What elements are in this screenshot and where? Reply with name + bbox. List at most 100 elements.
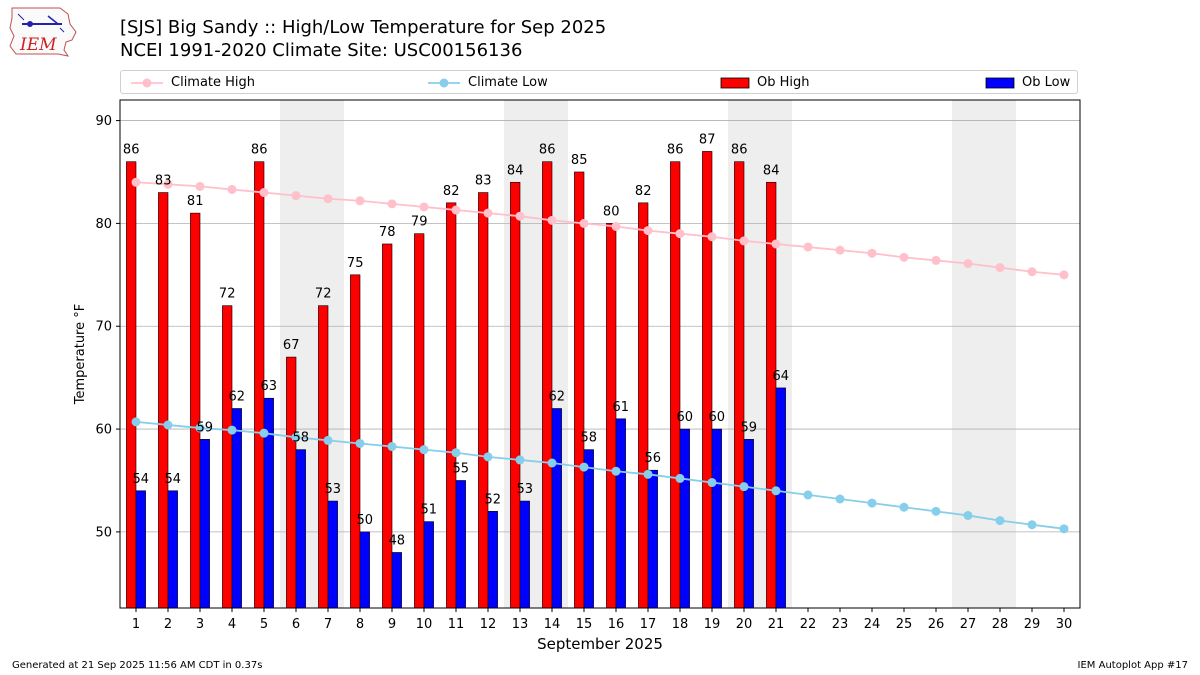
climate-low-point-13: [515, 455, 525, 465]
ob-high-label-18: 86: [667, 143, 684, 158]
ob-high-label-11: 82: [443, 184, 460, 199]
bar-value-labels: 86 83 81 72 86 67 72 75 78 79 82 83 84 86 85 80 82 86 87 86…: [123, 132, 789, 548]
ob-high-label-5: 86: [251, 143, 268, 158]
climate-high-point-17: [643, 226, 653, 236]
climate-low-point-9: [387, 442, 397, 452]
ob-low-bar-18: [679, 428, 690, 609]
climate-low-point-27: [963, 510, 973, 520]
climate-high-line: [135, 181, 1065, 276]
ob-high-label-16: 80: [603, 204, 620, 219]
weekend-shade-27: [952, 100, 984, 608]
ob-high-bar-1: [126, 161, 137, 609]
legend-climate-high-label: Climate High: [171, 75, 256, 90]
legend-ob-high-label: Ob High: [757, 75, 810, 90]
ob-low-label-11: 55: [453, 461, 470, 476]
ob-high-bar-3: [190, 212, 201, 609]
ob-low-label-18: 60: [677, 410, 694, 425]
ob-low-label-14: 62: [549, 390, 566, 405]
ob-high-bar-4: [222, 305, 233, 609]
climate-low-point-15: [579, 462, 589, 472]
climate-high-point-23: [835, 245, 845, 255]
ob-low-label-20: 59: [741, 420, 758, 435]
ob-low-bar-17: [647, 469, 658, 609]
x-tick-label-11: 11: [448, 617, 465, 632]
ob-low-bar-6: [295, 449, 306, 609]
ob-high-label-3: 81: [187, 194, 204, 209]
climate-high-point-5: [259, 188, 269, 198]
ob-high-bar-9: [382, 243, 393, 609]
climate-low-point-16: [611, 466, 621, 476]
plot-frame: [119, 99, 1081, 609]
climate-high-point-1: [131, 177, 141, 187]
ob-low-bar-16: [615, 418, 626, 609]
x-tick-label-28: 28: [992, 617, 1009, 632]
climate-low-point-8: [355, 438, 365, 448]
climate-low-point-28: [995, 516, 1005, 526]
x-tick-label-3: 3: [196, 617, 204, 632]
climate-low-point-4: [227, 425, 237, 435]
climate-high-point-3: [195, 181, 205, 191]
legend: Climate High Climate Low Ob High Ob Low: [120, 70, 1078, 94]
y-tick-label-60: 60: [95, 423, 112, 438]
climate-high-point-11: [451, 205, 461, 215]
y-tick-label-50: 50: [95, 525, 112, 540]
ob-low-bar-13: [519, 500, 530, 609]
ob-high-label-15: 85: [571, 153, 588, 168]
x-tick-label-2: 2: [164, 617, 172, 632]
ob-high-bar-15: [574, 171, 585, 609]
ob-high-bar-10: [414, 233, 425, 609]
ob-low-bar-20: [743, 439, 754, 609]
ob-low-bar-8: [359, 531, 370, 609]
x-tick-label-27: 27: [960, 617, 977, 632]
climate-low-point-6: [291, 432, 301, 442]
ob-low-bar-9: [391, 552, 402, 609]
climate-high-point-21: [771, 239, 781, 249]
ob-high-label-8: 75: [347, 256, 364, 271]
chart-subtitle: NCEI 1991-2020 Climate Site: USC00156136: [120, 40, 523, 61]
climate-low-point-12: [483, 452, 493, 462]
ob-low-bar-19: [711, 428, 722, 609]
climate-low-point-7: [323, 435, 333, 445]
ob-low-bar-7: [327, 500, 338, 609]
x-tick-label-4: 4: [228, 617, 236, 632]
x-tick-label-17: 17: [640, 617, 657, 632]
climate-high-point-19: [707, 232, 717, 242]
ob-low-label-15: 58: [581, 431, 598, 446]
ob-low-bar-4: [231, 408, 242, 609]
x-tick-label-25: 25: [896, 617, 913, 632]
ob-low-bar-12: [487, 511, 498, 609]
climate-low-point-1: [131, 417, 141, 427]
ob-low-label-8: 50: [357, 513, 374, 528]
climate-low-point-14: [547, 458, 557, 468]
climate-high-point-24: [867, 248, 877, 258]
ob-high-label-10: 79: [411, 215, 428, 230]
chart-title: [SJS] Big Sandy :: High/Low Temperature …: [120, 17, 607, 38]
ob-high-label-6: 67: [283, 338, 300, 353]
x-tick-label-23: 23: [832, 617, 849, 632]
ob-high-label-21: 84: [763, 163, 780, 178]
climate-high-point-2: [163, 179, 173, 189]
climate-high-point-22: [803, 242, 813, 252]
climate-high-point-20: [739, 236, 749, 246]
ob-high-bar-17: [638, 202, 649, 609]
ob-high-label-17: 82: [635, 184, 652, 199]
ob-low-label-10: 51: [421, 503, 438, 518]
ob-low-label-3: 59: [197, 420, 214, 435]
climate-high-point-14: [547, 215, 557, 225]
climate-low-line: [135, 420, 1065, 530]
ob-high-label-20: 86: [731, 143, 748, 158]
climate-high-point-4: [227, 184, 237, 194]
climate-low-point-22: [803, 490, 813, 500]
climate-low-point-24: [867, 498, 877, 508]
ob-high-label-12: 83: [475, 174, 492, 189]
climate-low-point-23: [835, 494, 845, 504]
climate-low-point-5: [259, 428, 269, 438]
ob-high-bar-7: [318, 305, 329, 609]
climate-low-point-20: [739, 482, 749, 492]
ob-low-label-6: 58: [293, 431, 310, 446]
x-tick-label-14: 14: [544, 617, 561, 632]
x-tick-label-18: 18: [672, 617, 689, 632]
iem-logo: IEM: [9, 7, 77, 57]
footer-generated: Generated at 21 Sep 2025 11:56 AM CDT in…: [12, 660, 263, 671]
climate-low-point-19: [707, 478, 717, 488]
